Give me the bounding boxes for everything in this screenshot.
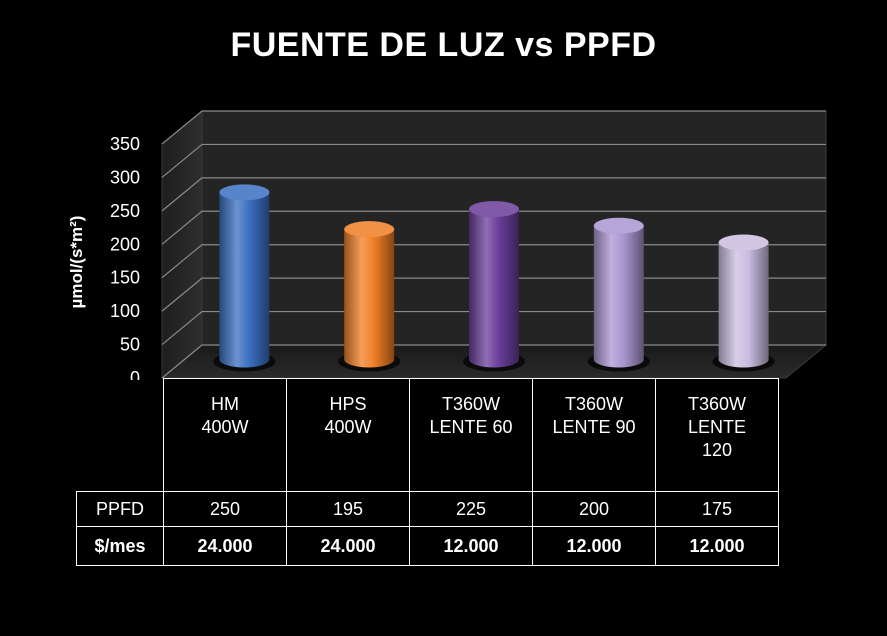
cost-value-cell: 12.000 bbox=[532, 526, 656, 566]
gridline bbox=[161, 177, 826, 212]
bar-body bbox=[718, 242, 769, 368]
gridline bbox=[161, 143, 826, 178]
x-category-label-line: 120 bbox=[701, 440, 733, 460]
bar bbox=[213, 184, 276, 372]
bar-top bbox=[344, 221, 395, 238]
y-tick-label: 150 bbox=[110, 268, 140, 288]
row-label-ppfd: PPFD bbox=[76, 491, 164, 527]
bar bbox=[712, 234, 775, 372]
x-category-label-line: T360W bbox=[564, 394, 624, 414]
x-category-label: HM 400W bbox=[163, 378, 287, 492]
bars bbox=[213, 184, 775, 372]
ppfd-value-cell: 195 bbox=[286, 491, 410, 527]
bar-body bbox=[344, 229, 395, 368]
ppfd-value-cell: 175 bbox=[655, 491, 779, 527]
table-row-ppfd: PPFD 250 195 225 200 175 bbox=[76, 491, 779, 527]
bar-body bbox=[219, 192, 270, 368]
side-wall bbox=[161, 109, 203, 380]
table-row-cost: $/mes 24.000 24.000 12.000 12.000 12.000 bbox=[76, 526, 779, 566]
x-category-label: T360W LENTE 90 bbox=[532, 378, 656, 492]
gridline bbox=[161, 110, 826, 145]
y-tick-label: 350 bbox=[110, 134, 140, 154]
cost-value-cell: 24.000 bbox=[286, 526, 410, 566]
x-category-label: T360W LENTE 120 bbox=[655, 378, 779, 492]
y-tick-label: 250 bbox=[110, 201, 140, 221]
x-category-label-line: 400W bbox=[324, 417, 372, 437]
x-category-label: T360W LENTE 60 bbox=[409, 378, 533, 492]
x-category-label-line: 400W bbox=[201, 417, 249, 437]
y-tick-label: 0 bbox=[130, 368, 140, 380]
bar-body bbox=[593, 225, 644, 368]
y-tick-label: 300 bbox=[110, 167, 140, 187]
cost-value-cell: 12.000 bbox=[655, 526, 779, 566]
bar-top bbox=[718, 234, 769, 251]
gridline bbox=[161, 210, 826, 245]
x-category-label-line: T360W bbox=[687, 394, 747, 414]
bar bbox=[463, 201, 525, 372]
bar-body bbox=[469, 209, 519, 368]
bar bbox=[587, 217, 650, 372]
ppfd-value-cell: 250 bbox=[163, 491, 287, 527]
row-label-cost: $/mes bbox=[76, 526, 164, 566]
bar-chart: 0 50 100 150 200 250 300 350 µmol/(s*m²) bbox=[67, 109, 828, 380]
x-category-label-line: HM bbox=[211, 394, 239, 414]
x-category-label: HPS 400W bbox=[286, 378, 410, 492]
x-category-label-line: LENTE bbox=[687, 417, 747, 437]
bar-top bbox=[593, 217, 644, 234]
bar bbox=[338, 221, 401, 372]
x-category-label-line: LENTE 60 bbox=[429, 417, 513, 437]
y-axis-ticks: 0 50 100 150 200 250 300 350 bbox=[110, 134, 140, 380]
table-category-row: HM 400W HPS 400W T360W LENTE 60 T360W LENTE 90 T… bbox=[76, 378, 779, 492]
cost-value-cell: 24.000 bbox=[163, 526, 287, 566]
x-category-label-line: T360W bbox=[441, 394, 501, 414]
data-table: HM 400W HPS 400W T360W LENTE 60 T360W LENTE 90 T… bbox=[76, 378, 779, 566]
bar-top bbox=[469, 201, 519, 218]
ppfd-value-cell: 200 bbox=[532, 491, 656, 527]
bar-top bbox=[219, 184, 270, 201]
chart-title: FUENTE DE LUZ vs PPFD bbox=[230, 26, 657, 64]
y-tick-label: 200 bbox=[110, 234, 140, 254]
x-category-label-line: HPS bbox=[329, 394, 367, 414]
y-axis-label: µmol/(s*m²) bbox=[67, 216, 86, 309]
table-corner bbox=[76, 378, 164, 492]
x-category-label-line: LENTE 90 bbox=[552, 417, 636, 437]
y-tick-label: 50 bbox=[120, 335, 140, 355]
ppfd-value-cell: 225 bbox=[409, 491, 533, 527]
cost-value-cell: 12.000 bbox=[409, 526, 533, 566]
y-tick-label: 100 bbox=[110, 301, 140, 321]
